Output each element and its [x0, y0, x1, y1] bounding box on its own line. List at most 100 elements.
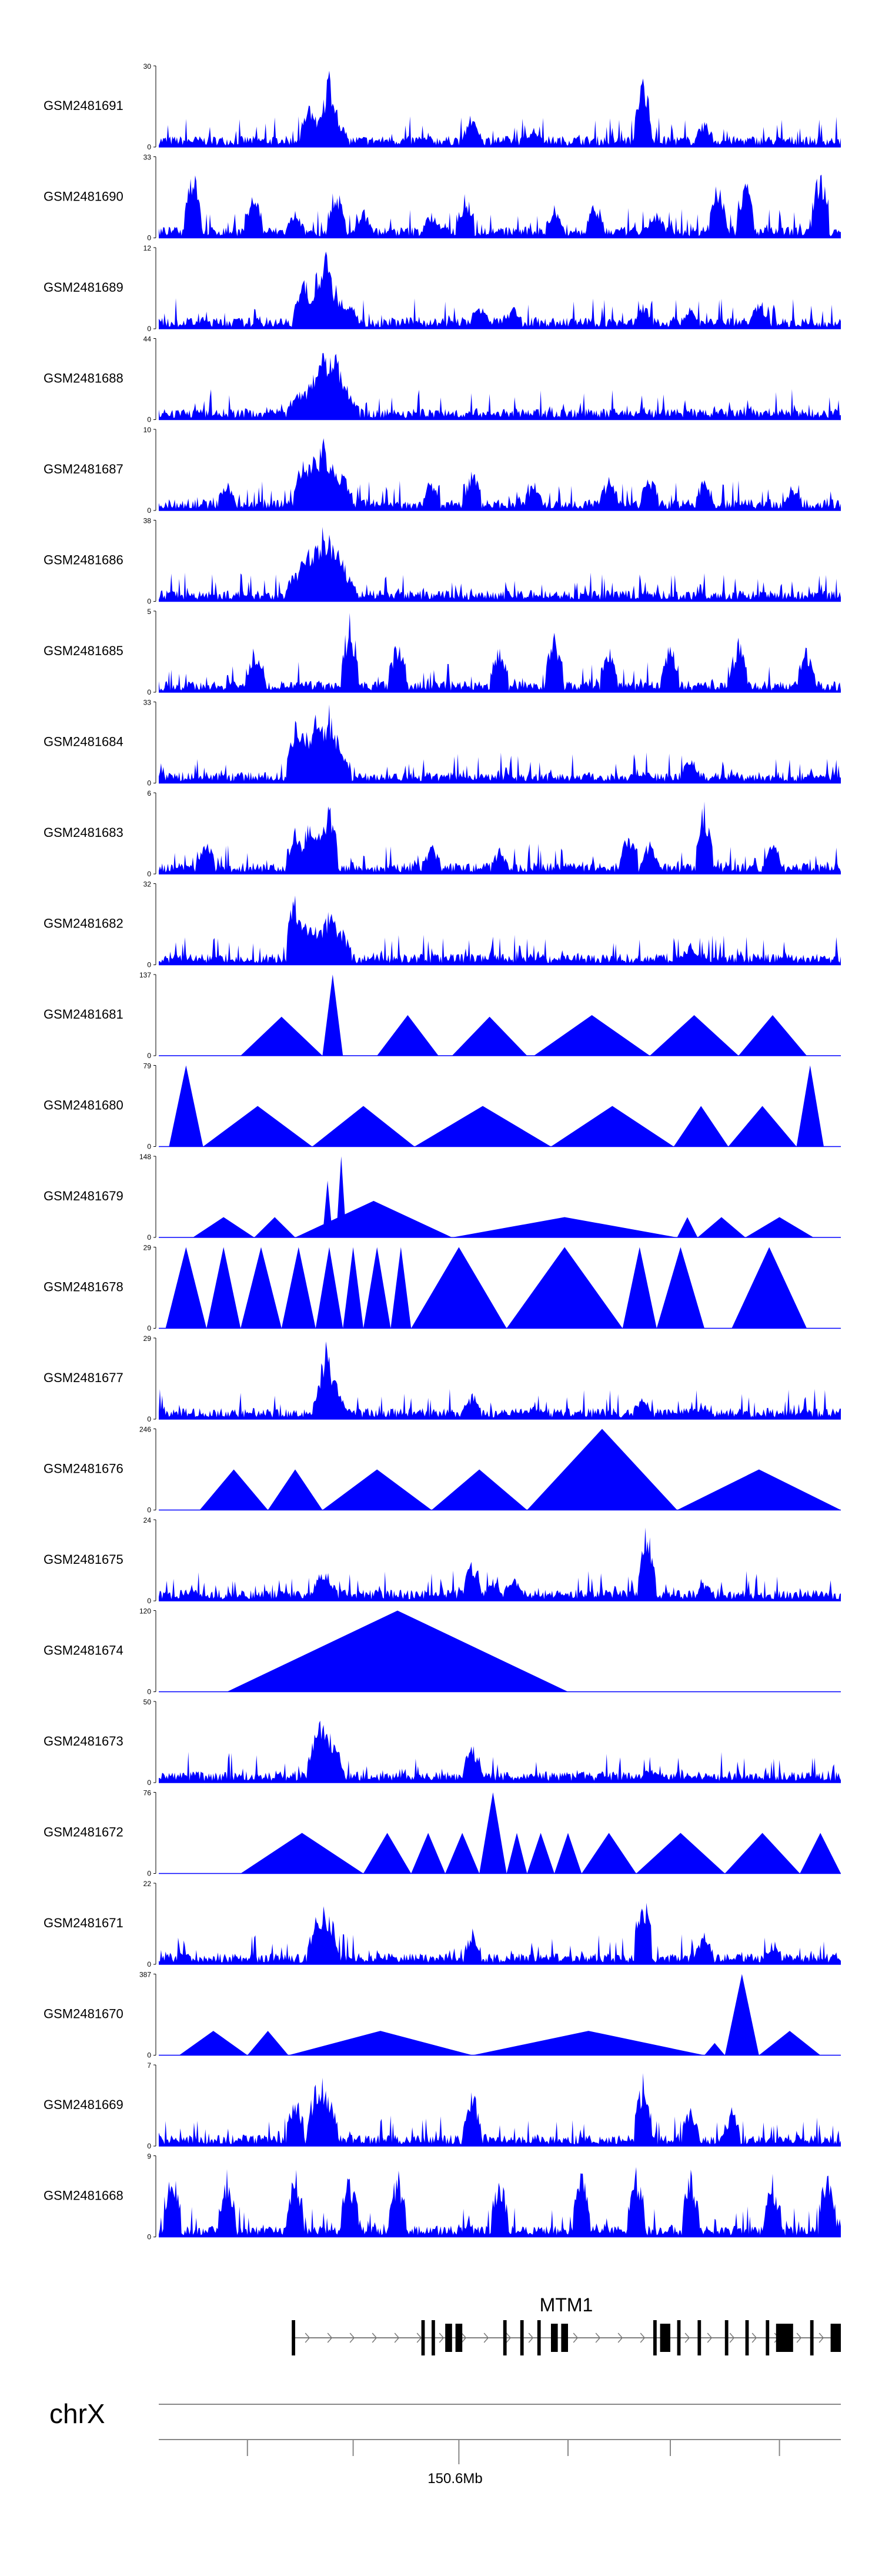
strand-arrow [483, 2333, 489, 2343]
track-label: GSM2481680 [44, 1098, 123, 1113]
strand-arrow [349, 2333, 355, 2343]
track-ymin-label: 0 [147, 2051, 151, 2060]
exon [520, 2320, 524, 2355]
coverage-segment [312, 1106, 415, 1147]
track-GSM2481675: GSM2481675 24 0 [44, 1516, 841, 1605]
coverage-segment [169, 1065, 203, 1147]
track-label: GSM2481686 [44, 553, 123, 568]
track-label: GSM2481682 [44, 916, 123, 931]
coverage-segment [390, 1247, 412, 1329]
strand-arrow [595, 2333, 601, 2343]
track-ymax-label: 148 [139, 1153, 151, 1161]
coverage-segment [745, 1217, 814, 1237]
coverage-segment [724, 1974, 759, 2056]
track-label: GSM2481671 [44, 1916, 123, 1930]
track-ymin-label: 0 [147, 779, 151, 788]
track-label: GSM2481675 [44, 1552, 123, 1567]
coverage-segment [203, 1106, 312, 1147]
coverage-segment [800, 1833, 841, 1874]
strand-arrow [506, 2333, 512, 2343]
track-ymax-label: 24 [143, 1516, 152, 1524]
strand-arrow [617, 2333, 623, 2343]
track-GSM2481684: GSM2481684 33 0 [44, 699, 841, 788]
track-GSM2481682: GSM2481682 32 0 [44, 880, 841, 969]
strand-arrow [751, 2333, 757, 2343]
track-ymax-label: 137 [139, 971, 151, 979]
strand-arrow [372, 2333, 377, 2343]
track-ymin-label: 0 [147, 1688, 151, 1696]
coverage-segment [636, 1833, 725, 1874]
track-label: GSM2481689 [44, 280, 123, 295]
strand-arrow [707, 2333, 713, 2343]
track-ymin-label: 0 [147, 598, 151, 606]
track-ymin-label: 0 [147, 1778, 151, 1787]
track-GSM2481686: GSM2481686 38 0 [44, 517, 841, 606]
track-label: GSM2481668 [44, 2188, 123, 2203]
track-ymax-label: 5 [147, 608, 151, 616]
gene-track: MTM1 [292, 2294, 841, 2355]
track-GSM2481668: GSM2481668 9 0 [44, 2153, 841, 2241]
track-label: GSM2481691 [44, 98, 123, 113]
track-ymax-label: 44 [143, 335, 152, 343]
track-ymax-label: 79 [143, 1062, 152, 1070]
strand-arrow [818, 2333, 824, 2343]
chromosome-label: chrX [49, 2398, 105, 2429]
coverage-area [159, 895, 841, 965]
coverage-area [159, 175, 841, 238]
coverage-segment [240, 1247, 282, 1329]
track-GSM2481691: GSM2481691 30 0 [44, 62, 841, 151]
coverage-segment [240, 1016, 323, 1056]
track-label: GSM2481676 [44, 1461, 123, 1476]
coverage-segment [527, 1429, 677, 1510]
coverage-segment [411, 1247, 507, 1329]
coverage-segment [336, 1156, 346, 1237]
coverage-segment [247, 2031, 289, 2056]
strand-arrow [729, 2333, 735, 2343]
track-ymin-label: 0 [147, 1597, 151, 1605]
coverage-area [159, 801, 841, 874]
coverage-segment [377, 1015, 439, 1056]
track-ymax-label: 33 [143, 699, 152, 707]
track-label: GSM2481670 [44, 2007, 123, 2021]
track-ymin-label: 0 [147, 1233, 151, 1242]
track-GSM2481689: GSM2481689 12 0 [44, 244, 841, 333]
track-label: GSM2481679 [44, 1189, 123, 1203]
coverage-segment [697, 1217, 746, 1237]
track-label: GSM2481683 [44, 825, 123, 840]
exon [810, 2320, 814, 2355]
coverage-area [159, 71, 841, 147]
coverage-segment [322, 1469, 432, 1510]
coverage-segment [268, 1469, 323, 1510]
strand-arrow [327, 2333, 333, 2343]
track-GSM2481678: GSM2481678 29 0 [44, 1244, 841, 1333]
track-ymax-label: 12 [143, 244, 152, 252]
coverage-segment [411, 1833, 446, 1874]
track-GSM2481681: GSM2481681 137 0 [44, 971, 841, 1060]
track-ymin-label: 0 [147, 1052, 151, 1060]
track-label: GSM2481685 [44, 643, 123, 658]
strand-arrow [439, 2333, 445, 2343]
track-GSM2481673: GSM2481673 50 0 [44, 1698, 841, 1787]
coverage-segment [343, 1247, 363, 1329]
track-label: GSM2481672 [44, 1825, 123, 1840]
exon [561, 2324, 568, 2352]
track-ymax-label: 50 [143, 1698, 152, 1706]
coverage-area [159, 1720, 841, 1783]
coverage-segment [452, 1016, 527, 1056]
exon [697, 2320, 701, 2355]
strand-arrow [461, 2333, 467, 2343]
exon [537, 2320, 541, 2355]
track-ymin-label: 0 [147, 1506, 151, 1514]
track-ymin-label: 0 [147, 143, 151, 151]
coverage-segment [281, 1247, 316, 1329]
coverage-area [159, 526, 841, 602]
strand-arrow [640, 2333, 646, 2343]
coverage-segment [193, 1217, 255, 1237]
track-ymax-label: 29 [143, 1334, 152, 1343]
track-ymax-label: 30 [143, 62, 152, 71]
coverage-segment [479, 1792, 507, 1874]
track-ymax-label: 32 [143, 880, 152, 889]
coverage-area [159, 2073, 841, 2146]
track-GSM2481683: GSM2481683 6 0 [44, 789, 841, 878]
